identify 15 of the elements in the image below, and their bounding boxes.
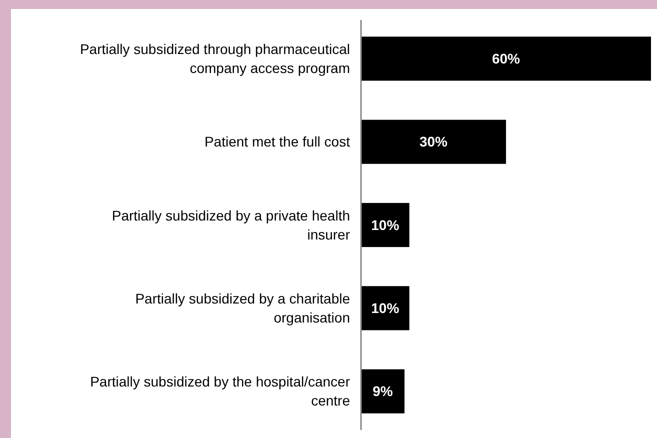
y-tick-label: Partially subsidized by a private health insurer [112, 207, 350, 242]
y-tick-label: Patient met the full cost [204, 134, 350, 150]
bar [361, 286, 410, 330]
data-label: 10% [371, 216, 400, 233]
bar [361, 202, 410, 248]
bar [361, 369, 404, 414]
y-tick-label: Partially subsidized by a charitable organisation [135, 290, 350, 326]
data-label: 30% [419, 134, 448, 150]
data-label: 10% [371, 300, 400, 316]
bar [361, 120, 506, 164]
data-label: 9% [372, 383, 394, 400]
y-tick-label: Partially subsidized through pharmaceutical company access program [80, 41, 350, 76]
bar [361, 36, 651, 81]
data-label: 60% [492, 50, 521, 67]
y-tick-label: Partially subsidized by the hospital/cancer centre [90, 374, 350, 409]
